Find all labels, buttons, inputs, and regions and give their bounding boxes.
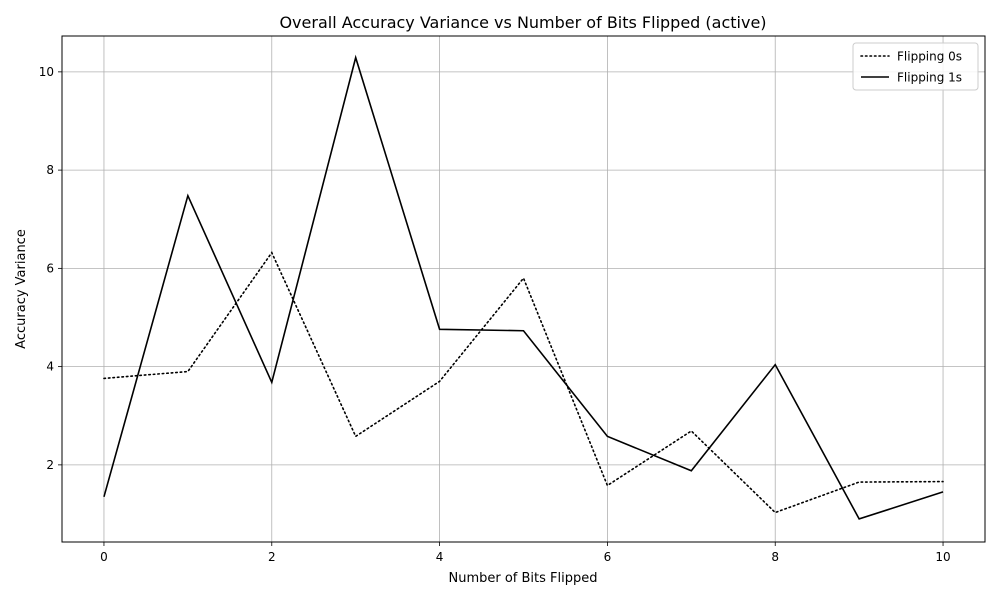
x-axis-label: Number of Bits Flipped [448, 571, 597, 586]
plot-frame [61, 35, 986, 543]
legend: Flipping 0s Flipping 1s [852, 42, 979, 91]
x-tick-label: 8 [771, 550, 779, 564]
y-axis-ticks: 2 4 6 8 10 [39, 65, 62, 472]
x-tick-label: 10 [935, 550, 950, 564]
y-tick-label: 10 [39, 65, 54, 79]
legend-label: Flipping 1s [897, 71, 962, 85]
x-tick-label: 4 [436, 550, 444, 564]
y-tick-label: 4 [46, 360, 54, 374]
series-line-flipping-0s [103, 251, 944, 514]
y-tick-label: 6 [46, 261, 54, 275]
x-tick-label: 6 [604, 550, 612, 564]
legend-box [852, 42, 979, 91]
chart-title: Overall Accuracy Variance vs Number of B… [279, 13, 766, 32]
legend-label: Flipping 0s [897, 50, 962, 64]
x-tick-label: 2 [268, 550, 276, 564]
y-tick-label: 2 [46, 458, 54, 472]
series-line-flipping-1s [103, 54, 944, 520]
x-tick-label: 0 [100, 550, 108, 564]
y-axis-label: Accuracy Variance [14, 229, 29, 349]
series-layer [103, 54, 944, 520]
grid-lines [62, 36, 985, 542]
y-tick-label: 8 [46, 163, 54, 177]
x-axis-ticks: 0 2 4 6 8 10 [100, 542, 951, 564]
